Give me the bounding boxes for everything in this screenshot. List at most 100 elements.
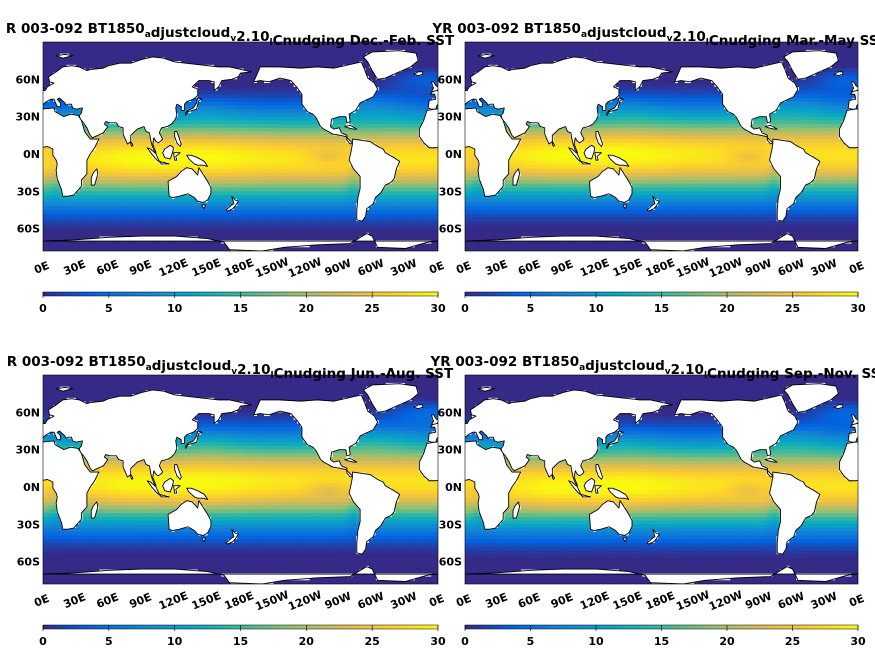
lon-tick-label: 60W (356, 590, 386, 612)
coastlines (465, 50, 875, 251)
colorbar-tick-label: 25 (365, 635, 380, 648)
coastline-sri-lanka (130, 474, 134, 480)
map-panel-mam: YR 003-092 BT1850adjustcloudv2.10lCnudgi… (431, 21, 875, 315)
coastline-antarctica (465, 566, 858, 584)
coastline-new-guinea (607, 154, 630, 167)
coastline-svalbard (871, 387, 875, 391)
sst-field (0, 42, 438, 251)
colorbar-tick-label: 30 (850, 635, 866, 648)
coastline-japan (606, 430, 624, 449)
coastline-south-america (0, 472, 5, 554)
lon-tick-label: 0E (427, 592, 446, 610)
coastline-north-america (253, 61, 379, 145)
lat-tick-label: 60N (437, 73, 462, 86)
lat-tick-label: 0N (445, 481, 462, 494)
lat-tick-label: 60N (15, 406, 40, 419)
coastline-madagascar (512, 501, 521, 519)
coastline-south-america (769, 471, 821, 555)
colorbar-tick-label: 10 (588, 635, 604, 648)
coastline-java (158, 160, 170, 165)
map-panel-jja: R 003-092 BT1850adjustcloudv2.10lCnudgin… (0, 354, 454, 648)
lat-tick-label: 60S (439, 556, 462, 569)
colorbar-tick-label: 15 (233, 302, 248, 315)
colorbar-tick-label: 10 (588, 302, 604, 315)
coastline-philippines (174, 464, 182, 480)
panel-title: YR 003-092 BT1850adjustcloudv2.10lCnudgi… (429, 354, 875, 382)
coastline-eurasia (43, 56, 252, 154)
coastline-svalbard (871, 54, 875, 58)
coastline-sri-lanka (551, 474, 555, 480)
lat-tick-label: 0N (445, 148, 462, 161)
lon-tick-label: 30E (62, 257, 88, 278)
coastlines (0, 50, 438, 251)
colorbar: 0 5 10 15 20 25 30 (39, 291, 446, 315)
lon-tick-label: 180E (223, 589, 256, 612)
coastline-greenland (362, 383, 419, 413)
colorbar-tick-label: 15 (654, 635, 669, 648)
lon-tick-label: 180E (644, 256, 677, 279)
lon-tick-label: 60E (94, 257, 120, 278)
coastline-australia (167, 167, 212, 203)
coastline-australia (589, 500, 633, 536)
lon-tick-label: 120E (157, 589, 190, 612)
lon-tick-label: 150E (190, 256, 223, 279)
coastline-south-america (348, 471, 401, 555)
coastline-madagascar (90, 168, 99, 186)
lat-tick-label: 30S (17, 518, 40, 531)
coastline-north-america (674, 61, 799, 145)
lat-tick-label: 60S (17, 556, 40, 569)
colorbar-tick-label: 15 (654, 302, 669, 315)
lon-tick-label: 90E (127, 590, 153, 611)
coastline-new-guinea (186, 487, 209, 500)
lat-tick-label: 0N (23, 481, 40, 494)
coastline-new-guinea (607, 487, 630, 500)
colorbar-tick-label: 25 (785, 635, 800, 648)
coastline-antarctica (465, 233, 858, 251)
lon-tick-label: 60E (94, 590, 120, 611)
coastline-sri-lanka (130, 141, 134, 147)
coastline-tasmania (622, 537, 628, 543)
coastline-tasmania (201, 537, 206, 543)
coastline-sulawesi (173, 152, 181, 161)
lon-tick-label: 90W (743, 257, 773, 279)
map-frame (42, 374, 439, 585)
coastline-south-america (0, 139, 5, 221)
map-panel-son: YR 003-092 BT1850adjustcloudv2.10lCnudgi… (429, 354, 875, 648)
coastline-tasmania (622, 204, 628, 210)
lon-tick-label: 150E (190, 589, 223, 612)
coastline-eurasia (427, 423, 438, 443)
coastline-japan (606, 97, 624, 116)
coastline-java (580, 493, 591, 498)
coastline-africa (465, 440, 522, 530)
colorbar-tick-label: 10 (167, 302, 183, 315)
coastline-philippines (174, 131, 182, 147)
lon-tick-label: 30W (809, 590, 839, 612)
lon-tick-label: 90E (549, 590, 575, 611)
lon-tick-label: 120W (707, 255, 744, 280)
lat-tick-label: 60N (15, 73, 40, 86)
lat-tick-label: 30N (15, 111, 40, 124)
lat-tick-label: 30N (437, 444, 462, 457)
lon-tick-label: 120E (578, 256, 611, 279)
colorbar-tick-label: 5 (527, 302, 535, 315)
coastline-greenland (783, 50, 839, 80)
map-frame (464, 374, 859, 585)
lon-tick-label: 120E (578, 589, 611, 612)
coastline-iceland (833, 71, 844, 77)
lat-tick-label: 30N (437, 111, 462, 124)
coastline-africa (43, 440, 100, 530)
lat-tick-label: 30N (15, 444, 40, 457)
colorbar-tick-label: 15 (233, 635, 248, 648)
colorbar: 0 5 10 15 20 25 30 (461, 291, 866, 315)
coastline-australia (167, 500, 212, 536)
colorbar-tick-label: 20 (299, 302, 315, 315)
lon-tick-label: 120W (286, 255, 323, 280)
coastline-madagascar (90, 501, 99, 519)
lon-tick-label: 150E (611, 589, 644, 612)
coastline-africa (43, 107, 100, 197)
coastline-eurasia (43, 389, 252, 487)
lon-tick-label: 90W (743, 590, 773, 612)
lat-tick-label: 60S (439, 223, 462, 236)
coastlines (0, 383, 438, 584)
